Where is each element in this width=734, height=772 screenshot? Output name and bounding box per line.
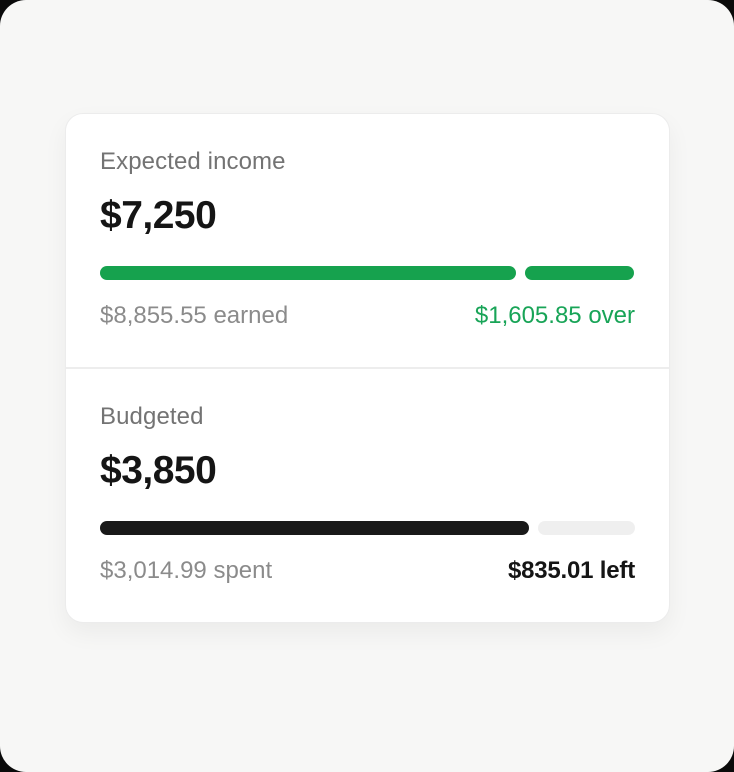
- income-over-note: $1,605.85 over: [474, 302, 635, 329]
- budgeted-section: Budgeted $3,850 $3,014.99 spent $835.01 …: [66, 369, 669, 622]
- budget-spent-note: $3,014.99 spent: [100, 557, 273, 584]
- income-progress-over-segment: [525, 266, 634, 280]
- budget-left-note: $835.01 left: [507, 557, 635, 584]
- income-progress-bar: [100, 266, 635, 280]
- card-section-divider: [66, 367, 669, 369]
- expected-income-section: Expected income $7,250 $8,855.55 earned …: [66, 114, 669, 367]
- expected-income-amount: $7,250: [100, 194, 217, 237]
- income-notes-row: $8,855.55 earned $1,605.85 over: [100, 301, 635, 331]
- budgeted-label: Budgeted: [100, 403, 204, 430]
- expected-income-label: Expected income: [100, 148, 286, 175]
- budgeted-amount: $3,850: [100, 449, 217, 492]
- budget-notes-row: $3,014.99 spent $835.01 left: [100, 556, 635, 586]
- budget-progress-bar: [100, 521, 635, 535]
- income-earned-note: $8,855.55 earned: [100, 302, 289, 329]
- budget-progress-spent-segment: [100, 521, 530, 535]
- income-progress-earned-segment: [100, 266, 517, 280]
- budget-progress-remaining-segment: [538, 521, 635, 535]
- budget-summary-card: Expected income $7,250 $8,855.55 earned …: [65, 113, 670, 623]
